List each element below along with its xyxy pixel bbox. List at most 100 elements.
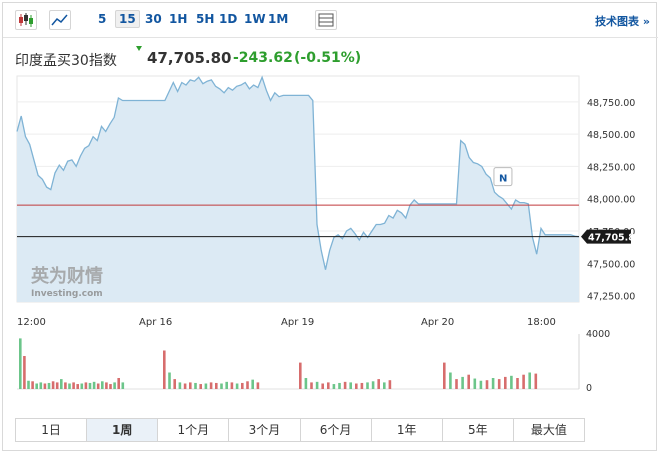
volume-bar [383, 382, 386, 389]
volume-bar [55, 382, 59, 389]
volume-bar [225, 381, 228, 389]
price-area [17, 77, 579, 302]
volume-bar [449, 372, 452, 389]
y-tick-label: 48,750.00 [587, 98, 635, 109]
y-tick-label: 48,000.00 [587, 195, 635, 206]
volume-bar [497, 379, 501, 389]
volume-bar [31, 381, 34, 389]
volume-bar [522, 374, 525, 389]
volume-bar [461, 376, 464, 389]
volume-bar [327, 382, 330, 389]
volume-bar [64, 382, 67, 389]
volume-bar [534, 373, 538, 389]
volume-bar [92, 381, 96, 389]
interval-1h[interactable]: 1H [169, 12, 188, 26]
volume-bar [485, 380, 489, 389]
interval-5[interactable]: 5 [98, 12, 107, 26]
interval-30[interactable]: 30 [145, 12, 162, 26]
volume-bar [39, 382, 43, 389]
volume-bar [304, 378, 308, 389]
watermark-logo: 英为财情 [30, 265, 103, 287]
volume-bar [19, 338, 22, 389]
range-button-4[interactable]: 6个月 [301, 419, 372, 441]
interval-15[interactable]: 15 [115, 10, 140, 28]
volume-bar [528, 372, 531, 389]
volume-bar [23, 356, 26, 389]
watermark-text: Investing.com [31, 289, 103, 299]
volume-bar [321, 383, 324, 389]
x-tick-label: 12:00 [17, 317, 46, 328]
volume-axis-max: 4000 [586, 329, 610, 340]
down-triangle-icon [136, 46, 142, 51]
interval-1m[interactable]: 1M [268, 12, 289, 26]
range-selector: 1日 1周 1个月 3个月 6个月 1年 5年 最大值 [15, 418, 585, 442]
volume-bar [504, 376, 507, 389]
volume-bar [338, 382, 341, 389]
volume-bar [516, 378, 519, 389]
range-button-7[interactable]: 最大值 [530, 423, 567, 437]
volume-bar [510, 375, 513, 389]
volume-bar [315, 381, 319, 389]
volume-bar [366, 382, 369, 389]
volume-bar [76, 384, 79, 389]
range-button-2[interactable]: 1个月 [158, 419, 230, 441]
volume-bar [113, 382, 116, 389]
volume-bar [96, 383, 100, 389]
volume-bar [235, 383, 239, 389]
candlestick-icon[interactable] [15, 10, 37, 30]
volume-bar [220, 383, 223, 389]
volume-bar [209, 382, 213, 389]
volume-bar [455, 379, 458, 389]
volume-bar [68, 383, 71, 389]
range-button-1[interactable]: 1周 [87, 419, 159, 441]
y-tick-label: 47,500.00 [587, 259, 635, 270]
volume-bar [173, 379, 176, 389]
range-button-6[interactable]: 5年 [443, 419, 514, 441]
volume-bar [163, 350, 166, 389]
volume-bar [35, 383, 38, 389]
range-button-3[interactable]: 3个月 [229, 419, 301, 441]
interval-5h[interactable]: 5H [196, 12, 215, 26]
last-price: 47,705.80 [147, 49, 232, 67]
x-tick-label: 18:00 [527, 317, 556, 328]
volume-bar [204, 383, 208, 389]
x-tick-label: Apr 19 [281, 317, 314, 328]
range-button-0[interactable]: 1日 [16, 419, 88, 441]
volume-bar [230, 382, 234, 389]
volume-bar [60, 379, 63, 389]
volume-bar [246, 381, 249, 389]
volume-bar [371, 381, 375, 389]
volume-bar [388, 380, 392, 389]
chart-toolbar: 5 15 30 1H 5H 1D 1W 1M 技术图表 » [3, 3, 658, 38]
volume-bar [473, 378, 477, 389]
volume-bar [88, 382, 92, 389]
price-change: -243.62 [233, 50, 293, 66]
volume-bar [105, 382, 108, 389]
volume-bar [178, 382, 182, 389]
volume-bar [51, 381, 55, 389]
volume-bar [101, 381, 104, 389]
volume-bar [183, 383, 187, 389]
line-chart-icon[interactable] [49, 10, 71, 30]
range-button-5[interactable]: 1年 [372, 419, 443, 441]
volume-bar [241, 382, 244, 389]
price-line [16, 75, 580, 270]
volume-bar [84, 382, 88, 389]
volume-bar [189, 382, 192, 389]
technical-chart-link[interactable]: 技术图表 » [595, 15, 650, 28]
instrument-name: 印度孟买30指数 [15, 53, 117, 69]
volume-bar [256, 382, 260, 389]
volume-bar [72, 382, 75, 389]
volume-bar [251, 379, 254, 389]
volume-bar [80, 383, 84, 389]
x-tick-label: Apr 20 [421, 317, 454, 328]
interval-1w[interactable]: 1W [244, 12, 266, 26]
volume-bar [360, 382, 364, 389]
y-tick-label: 48,500.00 [587, 130, 635, 141]
table-icon[interactable] [315, 10, 337, 30]
y-tick-label: 47,250.00 [587, 292, 635, 303]
interval-1d[interactable]: 1D [219, 12, 238, 26]
volume-bar [117, 378, 120, 389]
volume-bar [443, 362, 446, 389]
volume-bar [47, 382, 51, 389]
